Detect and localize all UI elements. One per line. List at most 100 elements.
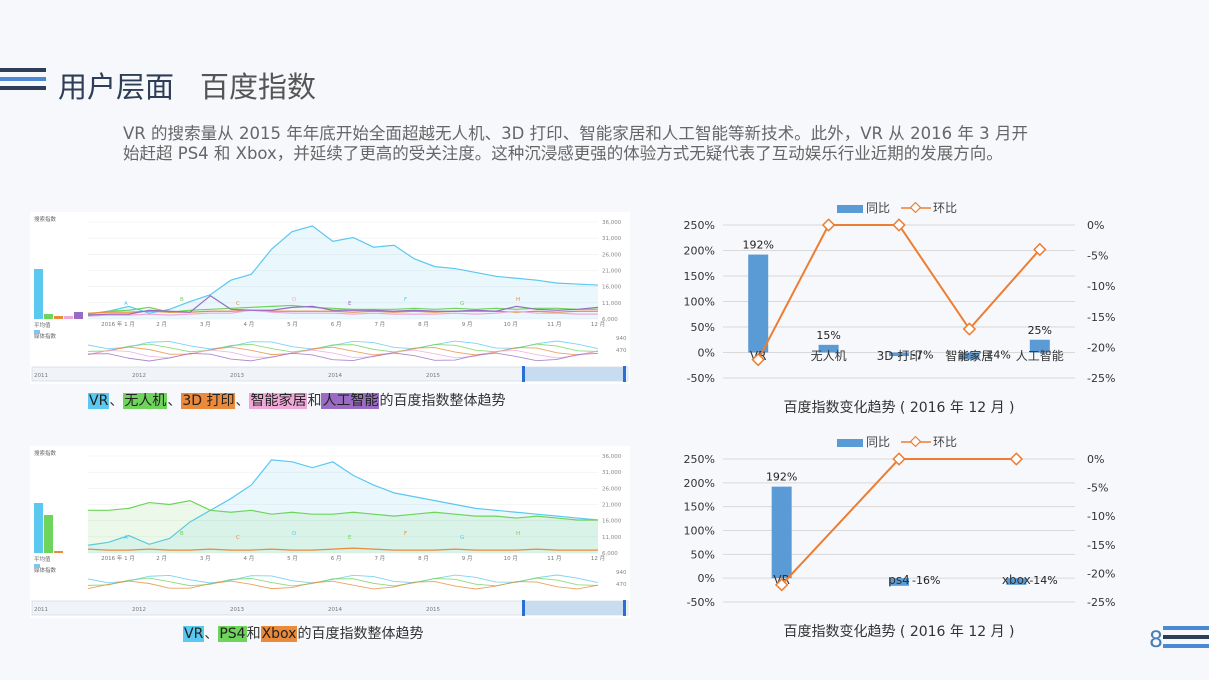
- caption-top-sep: 、: [109, 393, 124, 409]
- y2-tick-label: -25%: [1087, 596, 1115, 609]
- media-tick: 470: [616, 582, 627, 588]
- trend-x-tick: 2016 年 1 月: [101, 554, 135, 562]
- caption-top-keyword: VR: [88, 393, 110, 409]
- trend-line: [87, 225, 599, 315]
- caption-bottom-keyword: VR: [183, 626, 205, 642]
- bar: [1006, 578, 1027, 585]
- range-year: 2015: [426, 607, 440, 613]
- legend-marker: [909, 435, 922, 448]
- legend-bar-swatch: [837, 205, 863, 213]
- trend-x-tick: 7 月: [374, 555, 385, 562]
- trend-area: [88, 459, 598, 553]
- trend-annotation: G: [460, 535, 464, 541]
- yoy-mom-chart-bottom: 同比 环比 250% 200% 150% 100% 50% 0% -50% 0% -5% -10% -1…: [684, 435, 1116, 640]
- avg-bar: [44, 515, 53, 553]
- x-tick-label: 人工智能: [1016, 348, 1064, 363]
- trend-title: 搜索指数: [34, 449, 57, 457]
- caption-bottom: VR、PS4和Xbox的百度指数整体趋势: [183, 623, 423, 643]
- trend-line: [88, 499, 598, 521]
- y-tick-label: 200%: [684, 477, 715, 490]
- chart-title: 百度指数变化趋势 ( 2016 年 12 月 ): [783, 624, 1014, 640]
- media-line: [87, 580, 599, 590]
- line-point: [821, 218, 836, 232]
- y2-tick-label: -20%: [1087, 341, 1115, 354]
- caption-bottom-sep: 、: [204, 626, 219, 642]
- x-tick-label: xbox: [1002, 573, 1031, 587]
- trend-line: [87, 294, 599, 316]
- trend-line: [87, 309, 598, 317]
- trend-x-tick: 3 月: [200, 555, 211, 562]
- line-point: [892, 452, 906, 466]
- bar-label: 192%: [766, 471, 797, 484]
- media-line: [87, 346, 599, 356]
- legend: 同比 环比: [837, 435, 957, 449]
- trend-annotation: D: [292, 297, 296, 303]
- range-selection: [524, 367, 626, 381]
- trend-y-tick: 36,000: [602, 454, 622, 460]
- trend-x-tick: 6 月: [331, 555, 342, 562]
- trend-line: [87, 547, 598, 551]
- trend-x-tick: 2 月: [156, 321, 167, 328]
- trend-x-tick: 12 月: [591, 321, 605, 328]
- caption-bottom-sep: 和: [246, 626, 261, 642]
- yoy-mom-chart-top: 同比 环比 250% 200% 150% 100% 50% 0% -50% 0% -5% -10% -1…: [684, 201, 1116, 416]
- y-tick-label: 150%: [684, 270, 715, 283]
- range-handle-right: [623, 366, 626, 382]
- media-tick: 470: [616, 348, 627, 354]
- trend-y-tick: 11,000: [602, 535, 622, 541]
- trend-y-tick: 21,000: [602, 269, 622, 275]
- y-tick-label: 50%: [691, 548, 715, 561]
- bar: [959, 352, 980, 360]
- legend-marker: [909, 201, 922, 214]
- range-year: 2011: [34, 607, 48, 613]
- trend-annotation: E: [348, 535, 352, 541]
- chart-title: 百度指数变化趋势 ( 2016 年 12 月 ): [783, 400, 1014, 416]
- trend-x-tick: 4 月: [244, 555, 255, 562]
- trend-line: [87, 459, 599, 546]
- trend-x-tick: 5 月: [287, 321, 298, 328]
- x-tick-label: 3D 打印: [877, 349, 922, 363]
- avg-label: 平均值: [34, 321, 51, 329]
- caption-top-suffix: 的百度指数整体趋势: [379, 393, 506, 409]
- trend-title: 搜索指数: [34, 215, 57, 223]
- trend-area: [88, 500, 598, 553]
- y-tick-label: 100%: [684, 525, 715, 538]
- range-year: 2012: [132, 607, 146, 613]
- trend-x-tick: 10 月: [504, 555, 518, 562]
- line-point: [774, 578, 789, 592]
- trend-x-tick: 9 月: [462, 321, 473, 328]
- trend-x-tick: 3 月: [200, 321, 211, 328]
- line-series: [780, 458, 1017, 586]
- intro-paragraph: VR 的搜索量从 2015 年年底开始全面超越无人机、3D 打印、智能家居和人工…: [123, 124, 1028, 163]
- bar-label: 25%: [1028, 324, 1052, 337]
- avg-bar: [44, 314, 53, 319]
- media-avg-bar: [34, 564, 40, 568]
- trend-y-tick: 6,000: [602, 317, 618, 323]
- corner-decoration: [1163, 626, 1209, 653]
- trend-x-tick: 9 月: [462, 555, 473, 562]
- title-main: 用户层面: [58, 70, 175, 104]
- y-tick-label: 50%: [691, 321, 715, 334]
- trend-annotation: A: [124, 535, 128, 541]
- media-tick: 940: [616, 336, 627, 342]
- trend-annotation: G: [460, 301, 464, 307]
- media-tick: 940: [616, 570, 627, 576]
- legend: 同比 环比: [837, 201, 957, 215]
- y-tick-label: -50%: [687, 596, 715, 609]
- media-line: [87, 349, 599, 359]
- trend-annotation: E: [348, 301, 352, 307]
- line-point: [751, 352, 765, 367]
- trend-annotation: B: [180, 297, 184, 303]
- x-tick-label: 智能家居: [945, 348, 993, 363]
- range-year: 2013: [230, 607, 244, 613]
- page-title: 用户层面 百度指数: [58, 64, 316, 106]
- trend-x-tick: 5 月: [287, 555, 298, 562]
- trend-x-tick: 8 月: [418, 555, 429, 562]
- y2-tick-label: -10%: [1087, 280, 1115, 293]
- y2-tick-label: 0%: [1087, 453, 1104, 466]
- range-selector: [31, 366, 629, 382]
- avg-label: 平均值: [34, 555, 51, 563]
- y-tick-label: 0%: [698, 572, 715, 585]
- trend-y-tick: 16,000: [602, 519, 622, 525]
- trend-annotation: F: [404, 531, 407, 537]
